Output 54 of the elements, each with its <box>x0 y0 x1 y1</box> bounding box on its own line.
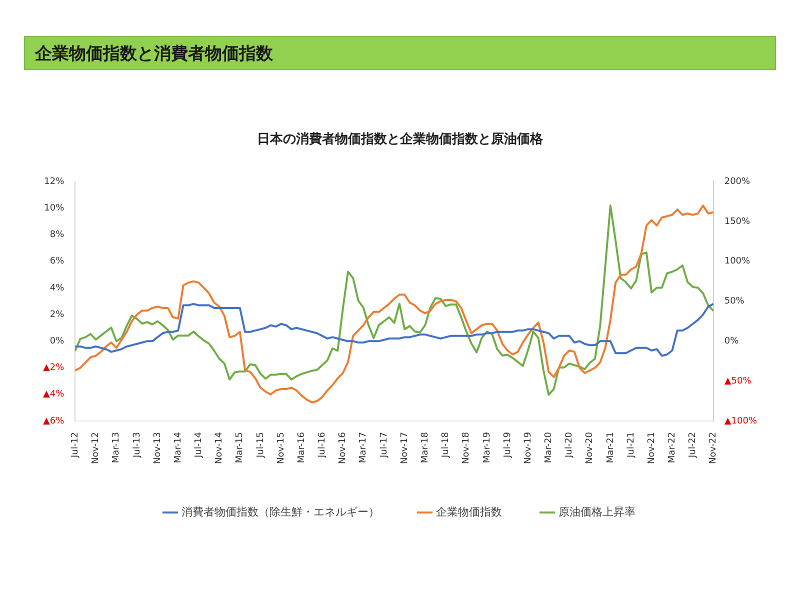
legend-label: 原油価格上昇率 <box>558 505 636 518</box>
x-tick-label: Nov-15 <box>276 432 286 464</box>
x-tick-label: Mar-13 <box>112 432 122 464</box>
y-tick-label: ▲6% <box>42 416 65 426</box>
chart-title: 企業物価指数と消費者物価指数 <box>35 42 273 64</box>
x-tick-label: Jul-12 <box>70 432 81 459</box>
x-tick-label: Nov-16 <box>338 432 348 464</box>
y2-tick-label: ▲100% <box>724 416 758 426</box>
x-tick-label: Jul-14 <box>194 432 204 459</box>
y-tick-label: 8% <box>50 230 65 240</box>
x-tick-label: Mar-22 <box>668 432 678 464</box>
x-tick-label: Mar-14 <box>173 432 184 464</box>
x-tick-label: Jul-19 <box>502 432 513 459</box>
legend-label: 消費者物価指数（除生鮮・エネルギー） <box>181 505 380 518</box>
x-tick-label: Mar-21 <box>606 432 616 464</box>
y-tick-label: 4% <box>50 283 65 294</box>
y2-tick-label: 200% <box>724 176 751 187</box>
x-tick-label: Jul-20 <box>564 432 575 459</box>
x-tick-label: Nov-19 <box>523 432 534 464</box>
x-tick-label: Nov-22 <box>708 432 719 464</box>
chart-subtitle: 日本の消費者物価指数と企業物価指数と原油価格 <box>257 132 544 148</box>
legend-label: 企業物価指数 <box>436 505 502 518</box>
y2-tick-label: 100% <box>724 256 751 267</box>
x-tick-label: Jul-13 <box>132 432 142 459</box>
x-tick-label: Nov-13 <box>152 432 163 464</box>
x-tick-label: Jul-21 <box>626 432 636 459</box>
y2-tick-label: 150% <box>724 216 751 227</box>
y2-tick-label: 50% <box>724 296 745 307</box>
y-tick-label: 2% <box>50 310 65 320</box>
x-tick-label: Mar-20 <box>544 432 554 464</box>
x-tick-label: Jul-18 <box>441 432 452 459</box>
y2-tick-label: 0% <box>724 336 740 347</box>
x-tick-label: Mar-16 <box>296 432 307 464</box>
x-tick-label: Jul-22 <box>688 432 698 459</box>
x-tick-label: Jul-15 <box>256 432 266 459</box>
x-tick-label: Nov-21 <box>646 432 657 464</box>
y-tick-label: 0% <box>50 336 65 347</box>
x-tick-label: Mar-18 <box>420 432 430 464</box>
x-tick-label: Nov-12 <box>91 432 102 464</box>
y-tick-label: 12% <box>44 176 65 187</box>
x-tick-label: Jul-17 <box>379 432 390 459</box>
x-tick-label: Mar-19 <box>482 432 492 464</box>
y-tick-label: ▲4% <box>42 390 65 400</box>
y-tick-label: 10% <box>44 204 65 214</box>
x-tick-label: Jul-16 <box>318 432 328 459</box>
x-tick-label: Nov-14 <box>214 432 225 464</box>
x-tick-label: Nov-17 <box>400 432 410 464</box>
y-tick-label: ▲2% <box>42 363 65 374</box>
x-tick-label: Mar-17 <box>358 432 369 464</box>
x-tick-label: Nov-20 <box>585 432 596 464</box>
x-tick-label: Mar-15 <box>235 432 246 464</box>
y2-tick-label: ▲50% <box>724 376 752 386</box>
y-tick-label: 6% <box>50 256 65 267</box>
x-tick-label: Nov-18 <box>462 432 472 464</box>
